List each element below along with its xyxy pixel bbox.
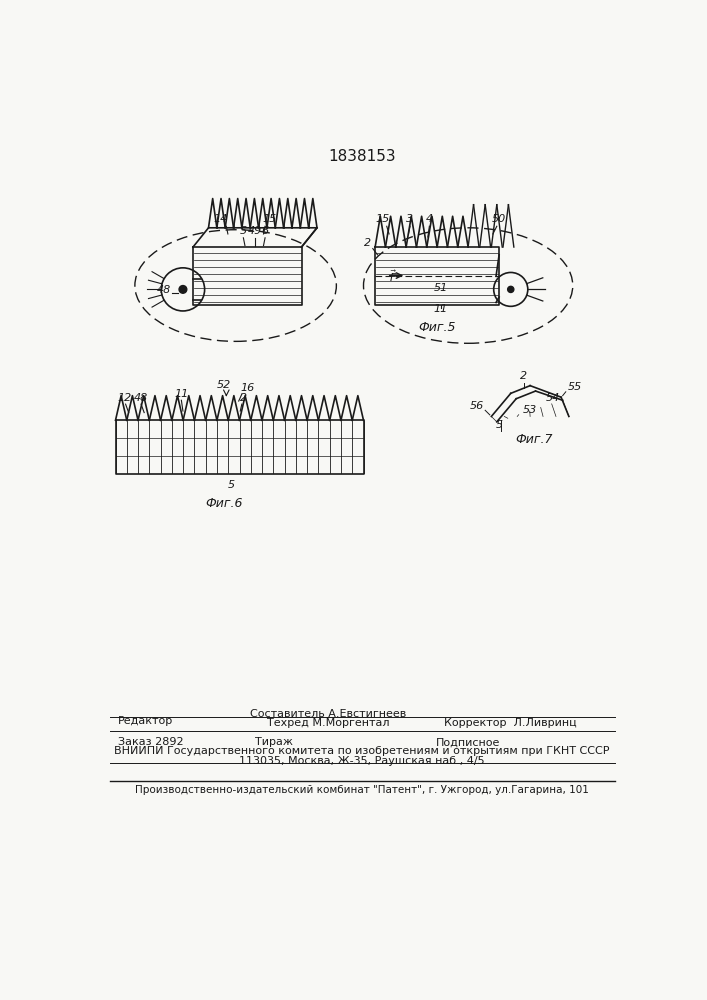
Text: 15: 15	[375, 214, 390, 224]
Text: 2: 2	[240, 393, 247, 403]
Text: 12: 12	[117, 393, 132, 403]
Text: 50: 50	[492, 214, 506, 224]
Text: Заказ 2892: Заказ 2892	[118, 737, 183, 747]
Circle shape	[179, 286, 187, 293]
Text: Тираж: Тираж	[255, 737, 293, 747]
Text: 16: 16	[240, 383, 255, 393]
Text: Корректор  Л.Ливринц: Корректор Л.Ливринц	[445, 718, 577, 728]
Circle shape	[508, 286, 514, 292]
Text: 53: 53	[523, 405, 537, 415]
Text: 2: 2	[364, 238, 371, 248]
Text: 6: 6	[262, 226, 269, 236]
Text: 49: 49	[248, 226, 262, 236]
Text: 54: 54	[547, 393, 561, 403]
Text: 52: 52	[217, 380, 231, 390]
Text: Фиг.6: Фиг.6	[205, 497, 243, 510]
Text: 55: 55	[567, 381, 582, 391]
Text: 1838153: 1838153	[328, 149, 396, 164]
Text: 5: 5	[240, 226, 247, 236]
Text: Производственно-издательский комбинат "Патент", г. Ужгород, ул.Гагарина, 101: Производственно-издательский комбинат "П…	[135, 785, 589, 795]
Text: Фиг.7: Фиг.7	[515, 433, 553, 446]
Text: Фиг.5: Фиг.5	[419, 321, 456, 334]
Text: 48: 48	[157, 285, 172, 295]
Text: 4: 4	[426, 214, 433, 224]
Text: 11: 11	[174, 389, 189, 399]
Text: 14: 14	[213, 214, 227, 224]
Text: Техред М.Моргентал: Техред М.Моргентал	[267, 718, 390, 728]
Text: Подписное: Подписное	[436, 737, 501, 747]
Text: Составитель А.Евстигнеев: Составитель А.Евстигнеев	[250, 709, 407, 719]
Text: 113035, Москва, Ж-35, Раушская наб., 4/5: 113035, Москва, Ж-35, Раушская наб., 4/5	[239, 756, 485, 766]
Text: 3: 3	[407, 214, 414, 224]
Text: $\vec{F}$: $\vec{F}$	[389, 268, 397, 284]
Text: 51: 51	[434, 283, 448, 293]
Text: 2: 2	[520, 371, 527, 381]
Text: 48: 48	[134, 393, 148, 403]
Text: 5: 5	[228, 480, 235, 490]
Text: 5: 5	[496, 420, 503, 430]
Text: ВНИИПИ Государственного комитета по изобретениям и открытиям при ГКНТ СССР: ВНИИПИ Государственного комитета по изоб…	[115, 746, 609, 756]
Text: 15: 15	[262, 214, 277, 224]
Text: Редактор: Редактор	[118, 716, 173, 726]
Text: 11: 11	[434, 304, 448, 314]
Text: 56: 56	[469, 401, 484, 411]
